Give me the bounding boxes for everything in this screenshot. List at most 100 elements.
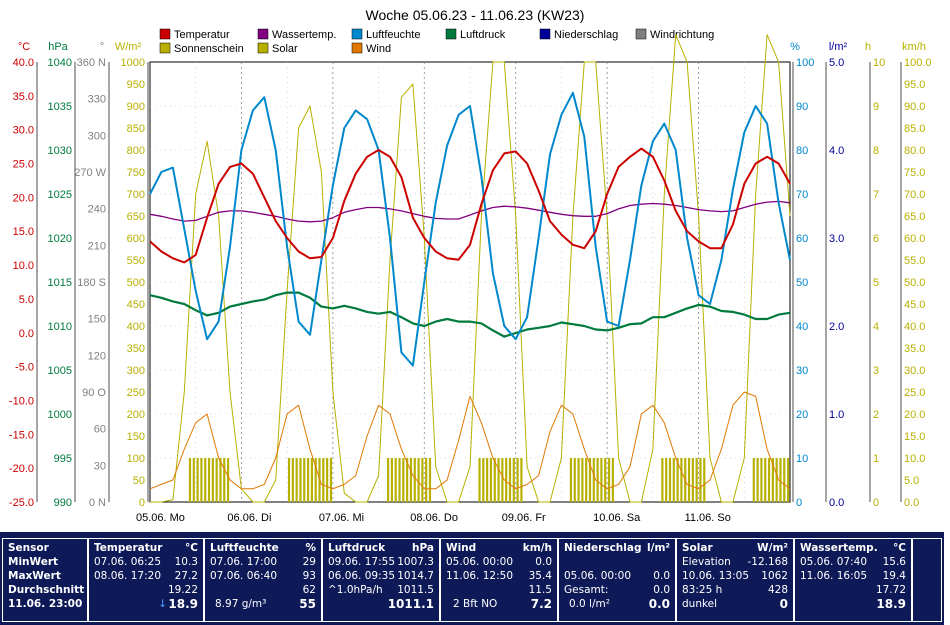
solar-max-value: 1062 [761,570,788,582]
series-line-solar [150,34,791,503]
sunshine-bar [676,458,679,502]
legend-label: Temperatur [174,29,230,41]
axis-tick-label: 1040 [48,57,72,69]
axis-tick-label: 0 N [89,497,106,509]
sunshine-bar [306,458,310,502]
axis-tick-label: 5 [873,277,879,289]
sunshine-bar [501,458,504,502]
solar-elevation-label: Elevation [682,556,731,568]
water-max-time: 11.06. 16:05 [800,570,867,582]
solar-elevation-value: -12.168 [747,556,788,568]
axis-tick-label: 120 [88,350,106,362]
sunshine-bar [322,458,325,502]
sunshine-bar [703,458,706,502]
x-tick-label: 05.06. Mo [136,512,185,524]
series-lines [149,34,791,503]
wind-min-value: 0.0 [535,556,552,568]
axis-tick-label: 1010 [48,321,72,333]
axis-unit-label: hPa [48,41,68,53]
sunshine-bar [596,458,599,502]
axis-tick-label: 100 [796,57,814,69]
axis-tick-label: 75.0 [904,167,925,179]
axis-tick-label: -5.0 [15,362,34,374]
legend-label: Luftdruck [460,29,506,41]
axis-tick-label: 250 [127,387,145,399]
sunshine-bar [219,458,222,502]
axis-tick-label: 90 O [82,387,106,399]
axis-tick-label: 85.0 [904,123,925,135]
axis-tick-label: 40.0 [904,321,925,333]
temp-max-value: 27.2 [174,570,198,582]
axis-tick-label: 95.0 [904,79,925,91]
series-line-luftfeuchte [149,91,791,367]
sunshine-bar [569,458,573,502]
legend-label: Wassertemp. [272,29,336,41]
axis-tick-label: 150 [88,314,106,326]
solar-column: Solar W/m² Elevation -12.168 10.06. 13:05 1… [676,538,794,622]
sensor-column: Sensor MinWert MaxWert Durchschnitt 11.0… [2,538,88,622]
legend-swatch [351,28,363,40]
rain-column: Niederschlag l/m² 05.06. 00:00 0.0 Gesamt:… [558,538,676,622]
axis-tick-label: 500 [127,277,145,289]
sunshine-bar [771,458,774,502]
axis-tick-label: 30 [94,460,106,472]
axis-tick-label: 30 [796,365,808,377]
sunshine-bar [326,458,329,502]
axis-tick-label: 100.0 [904,57,932,69]
sunshine-bar [425,458,428,502]
x-tick-label: 10.06. Sa [593,512,641,524]
sunshine-bar [478,458,481,502]
wind-column: Wind km/h 05.06. 00:00 0.0 11.06. 12:50 35.… [440,538,558,622]
axis-tick-label: 80 [796,145,808,157]
sunshine-bar [303,458,306,502]
rain-max-time: 05.06. 00:00 [564,570,631,582]
sunshine-bar [226,458,230,502]
wind-max-time: 11.06. 12:50 [446,570,513,582]
axis-tick-label: 25.0 [904,387,925,399]
axis-tick-label: 1.0 [829,409,844,421]
press-max-value: 1014.7 [397,570,434,582]
press-min-value: 1007.3 [397,556,434,568]
temperature-unit: °C [185,542,198,554]
axis-unit-label: ° [100,41,104,53]
axis-tick-label: 0 [139,497,145,509]
axis-tick-label: 1030 [48,145,72,157]
sunshine-bar [600,458,603,502]
axis-tick-label: 20.0 [13,192,34,204]
axis-tick-label: 35.0 [904,343,925,355]
maxwert-label: MaxWert [8,570,61,582]
axis-tick-label: 9 [873,101,879,113]
water-min-time: 05.06. 07:40 [800,556,867,568]
chart-axes: °C40.035.030.025.020.015.010.05.00.0-5.0… [9,41,932,509]
rain-rate: 0.0 l/m² [569,598,610,610]
humidity-column: Luftfeuchte% 07.06. 17:00 29 07.06. 06:40… [204,538,322,622]
sunshine-bar [508,458,512,502]
axis-tick-label: 15.0 [13,226,34,238]
hum-min-time: 07.06. 17:00 [210,556,277,568]
axis-tick-label: 30.0 [904,365,925,377]
wind-unit: km/h [522,542,552,554]
series-line-wind [149,391,791,490]
sunshine-bar [577,458,580,502]
sunshine-bar [680,458,683,502]
sensor-time: 11.06. 23:00 [8,598,83,610]
axis-tick-label: 70 [796,189,808,201]
sunshine-bar [668,458,672,502]
sunshine-bar [204,458,207,502]
axis-tick-label: 1005 [48,365,72,377]
sunshine-bar [699,458,702,502]
sunshine-bar [196,458,199,502]
water-column: Wassertemp. °C 05.06. 07:40 15.6 11.06. 16… [794,538,912,622]
sunshine-bar [291,458,294,502]
axis-unit-label: °C [18,41,30,53]
sunshine-bar [402,458,405,502]
wind-average: 11.5 [528,584,552,596]
sunshine-bar [767,458,771,502]
sunshine-bar [287,458,291,502]
axis-tick-label: 4 [873,321,879,333]
axis-unit-label: h [865,41,871,53]
axis-tick-label: 60.0 [904,233,925,245]
axis-tick-label: 60 [94,424,106,436]
temperature-column: Temperatur °C 07.06. 06:25 10.3 08.06. 17:… [88,538,204,622]
legend-swatch [159,28,171,40]
